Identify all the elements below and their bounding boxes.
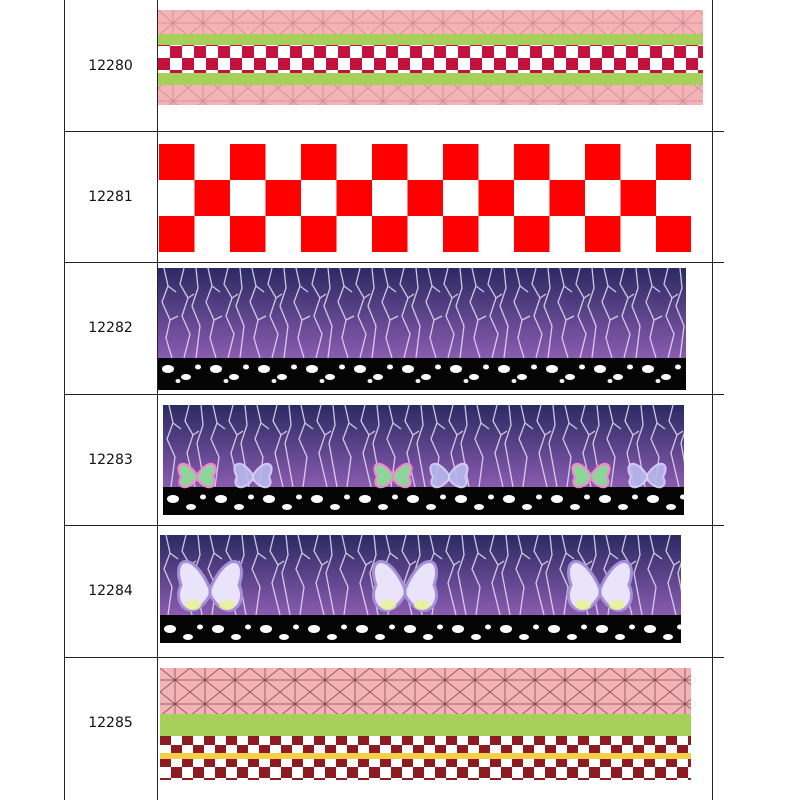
table-row: 12282	[64, 262, 724, 393]
row-divider	[64, 394, 724, 395]
row-divider	[64, 525, 724, 526]
product-code: 12283	[88, 451, 133, 468]
ribbon-swatch-purple-thunder-small-butterflies	[163, 405, 684, 515]
row-divider	[64, 131, 724, 132]
ribbon-swatch-pink-asanoha-green-checker	[158, 10, 703, 105]
ribbon-swatch-purple-thunder-black-dots	[158, 268, 686, 390]
product-code: 12280	[88, 57, 133, 74]
product-code: 12282	[88, 319, 133, 336]
ribbon-swatch-purple-thunder-large-butterflies	[160, 535, 681, 643]
row-divider	[64, 262, 724, 263]
ribbon-swatch-red-white-checker	[159, 144, 691, 252]
table-row: 12281	[64, 131, 724, 262]
table-row: 12283	[64, 394, 724, 525]
table-border-right	[712, 0, 713, 800]
table-row: 12280	[64, 0, 724, 131]
table-border-middle	[157, 0, 158, 800]
table-row: 12285	[64, 657, 724, 788]
product-code: 12281	[88, 188, 133, 205]
product-code: 12284	[88, 582, 133, 599]
table-border-left	[64, 0, 65, 800]
table-row: 12284	[64, 525, 724, 656]
row-divider	[64, 657, 724, 658]
product-code: 12285	[88, 714, 133, 731]
ribbon-swatch-pink-asanoha-green-maroon-checker	[160, 668, 691, 780]
